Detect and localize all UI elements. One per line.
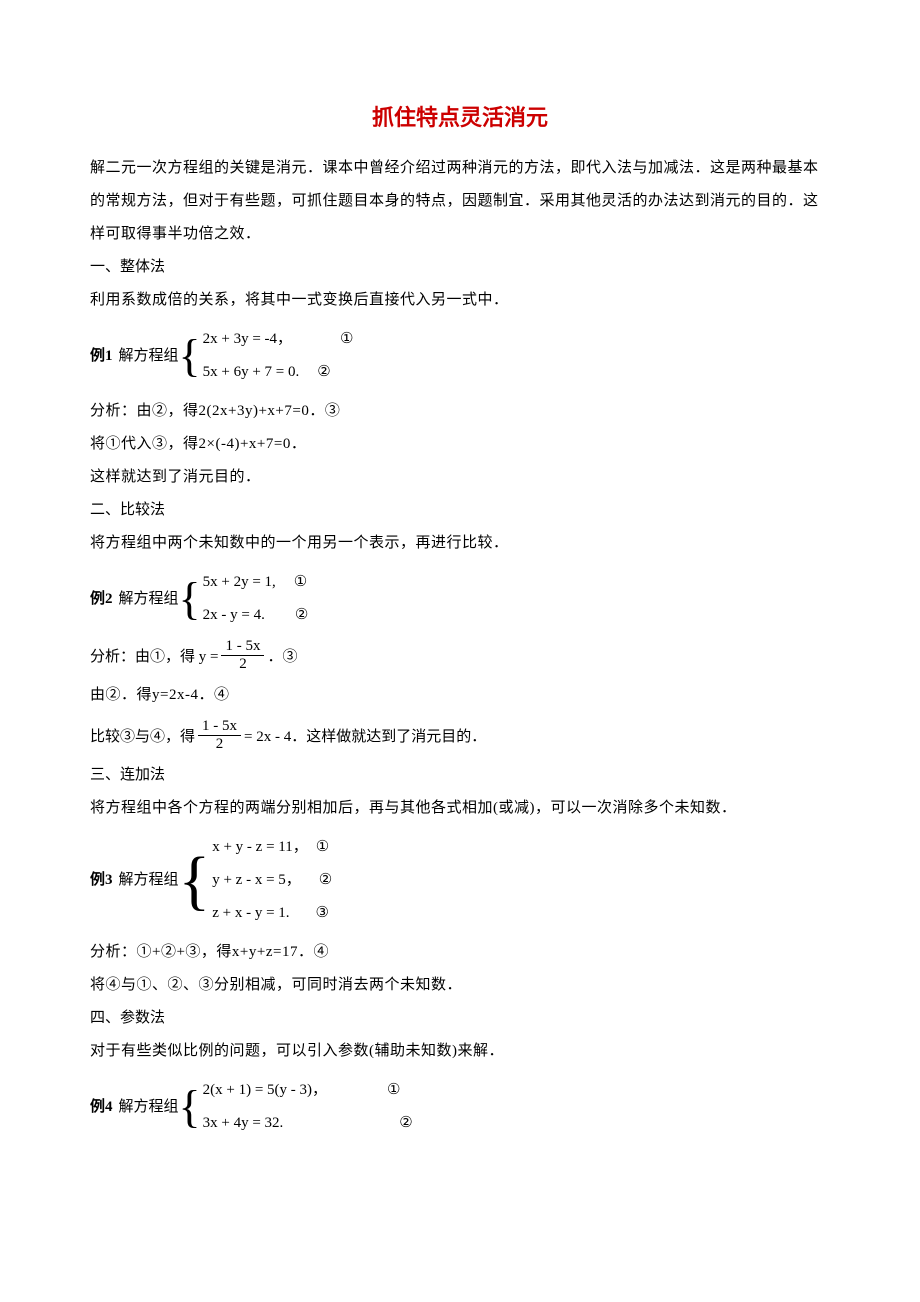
intro-paragraph: 解二元一次方程组的关键是消元．课本中曾经介绍过两种消元的方法，即代入法与加减法．… bbox=[90, 152, 830, 251]
fraction-1: 1 - 5x 2 bbox=[221, 638, 264, 673]
eq-1-2: 5x + 6y + 7 = 0. bbox=[203, 356, 300, 389]
frac-1-num: 1 - 5x bbox=[221, 638, 264, 655]
example-2: 例2 解方程组 { 5x + 2y = 1, ① 2x - y = 4. ② bbox=[90, 566, 830, 632]
section-3-desc: 将方程组中各个方程的两端分别相加后，再与其他各式相加(或减)，可以一次消除多个未… bbox=[90, 792, 830, 825]
page-title: 抓住特点灵活消元 bbox=[90, 100, 830, 132]
example-1-label: 例1 bbox=[90, 340, 113, 373]
section-1-desc: 利用系数成倍的关系，将其中一式变换后直接代入另一式中． bbox=[90, 284, 830, 317]
example-2-label: 例2 bbox=[90, 583, 113, 616]
section-2-fracline-1: 分析：由①，得 y = 1 - 5x 2 ．③ bbox=[90, 638, 830, 673]
fracline-2-prefix: 比较③与④，得 bbox=[90, 725, 195, 746]
eq-2-2: 2x - y = 4. bbox=[203, 599, 265, 632]
eq-3-3-mark: ③ bbox=[316, 897, 329, 930]
example-2-system: { 5x + 2y = 1, ① 2x - y = 4. ② bbox=[179, 566, 309, 632]
fracline-2-mid: = 2x - 4． bbox=[244, 725, 306, 746]
eq-3-1: x + y - z = 11， bbox=[212, 831, 308, 864]
eq-4-2-mark: ② bbox=[399, 1107, 412, 1140]
frac-2-num: 1 - 5x bbox=[198, 718, 241, 735]
eq-2-1: 5x + 2y = 1, bbox=[203, 566, 276, 599]
eq-4-1: 2(x + 1) = 5(y - 3)， bbox=[203, 1074, 327, 1107]
section-3-analysis-2: 将④与①、②、③分别相减，可同时消去两个未知数． bbox=[90, 969, 830, 1002]
section-1-analysis-1: 分析：由②，得2(2x+3y)+x+7=0．③ bbox=[90, 395, 830, 428]
section-2-heading: 二、比较法 bbox=[90, 494, 830, 527]
section-1-analysis-3: 这样就达到了消元目的． bbox=[90, 461, 830, 494]
section-2-fracline-2: 比较③与④，得 1 - 5x 2 = 2x - 4． 这样做就达到了消元目的． bbox=[90, 718, 830, 753]
section-2-desc: 将方程组中两个未知数中的一个用另一个表示，再进行比较． bbox=[90, 527, 830, 560]
fraction-2: 1 - 5x 2 bbox=[198, 718, 241, 753]
left-brace-icon: { bbox=[179, 566, 201, 632]
example-4: 例4 解方程组 { 2(x + 1) = 5(y - 3)， ① 3x + 4y… bbox=[90, 1074, 830, 1140]
eq-3-1-mark: ① bbox=[316, 831, 329, 864]
example-1-system: { 2x + 3y = -4， ① 5x + 6y + 7 = 0. ② bbox=[179, 323, 354, 389]
eq-1-1: 2x + 3y = -4， bbox=[203, 323, 292, 356]
eq-2-2-mark: ② bbox=[295, 599, 308, 632]
fracline-1-suffix: ．③ bbox=[267, 645, 297, 666]
example-4-prefix: 解方程组 bbox=[119, 1091, 179, 1124]
frac-2-den: 2 bbox=[212, 736, 228, 753]
fracline-2-suffix: 这样做就达到了消元目的． bbox=[306, 725, 486, 746]
section-2-plain: 由②．得y=2x-4．④ bbox=[90, 679, 830, 712]
left-brace-icon: { bbox=[179, 323, 201, 389]
left-brace-icon: { bbox=[179, 1074, 201, 1140]
example-1: 例1 解方程组 { 2x + 3y = -4， ① 5x + 6y + 7 = … bbox=[90, 323, 830, 389]
example-3-prefix: 解方程组 bbox=[119, 864, 179, 897]
fracline-1-prefix: 分析：由①，得 y = bbox=[90, 645, 218, 666]
section-1-analysis-2: 将①代入③，得2×(-4)+x+7=0． bbox=[90, 428, 830, 461]
eq-3-2-mark: ② bbox=[319, 864, 332, 897]
section-4-heading: 四、参数法 bbox=[90, 1002, 830, 1035]
section-3-heading: 三、连加法 bbox=[90, 759, 830, 792]
example-4-label: 例4 bbox=[90, 1091, 113, 1124]
eq-4-2: 3x + 4y = 32. bbox=[203, 1107, 284, 1140]
eq-3-2: y + z - x = 5， bbox=[212, 864, 301, 897]
eq-1-2-mark: ② bbox=[317, 356, 330, 389]
eq-2-1-mark: ① bbox=[294, 566, 307, 599]
frac-1-den: 2 bbox=[235, 656, 251, 673]
example-3: 例3 解方程组 { x + y - z = 11， ① y + z - x = … bbox=[90, 831, 830, 930]
section-4-desc: 对于有些类似比例的问题，可以引入参数(辅助未知数)来解． bbox=[90, 1035, 830, 1068]
example-1-prefix: 解方程组 bbox=[119, 340, 179, 373]
example-3-system: { x + y - z = 11， ① y + z - x = 5， ② z +… bbox=[179, 831, 333, 930]
left-brace-icon: { bbox=[179, 831, 211, 930]
example-3-label: 例3 bbox=[90, 864, 113, 897]
eq-3-3: z + x - y = 1. bbox=[212, 897, 289, 930]
eq-1-1-mark: ① bbox=[340, 323, 353, 356]
section-1-heading: 一、整体法 bbox=[90, 251, 830, 284]
section-3-analysis-1: 分析：①+②+③，得x+y+z=17．④ bbox=[90, 936, 830, 969]
eq-4-1-mark: ① bbox=[387, 1074, 400, 1107]
example-2-prefix: 解方程组 bbox=[119, 583, 179, 616]
example-4-system: { 2(x + 1) = 5(y - 3)， ① 3x + 4y = 32. ② bbox=[179, 1074, 413, 1140]
